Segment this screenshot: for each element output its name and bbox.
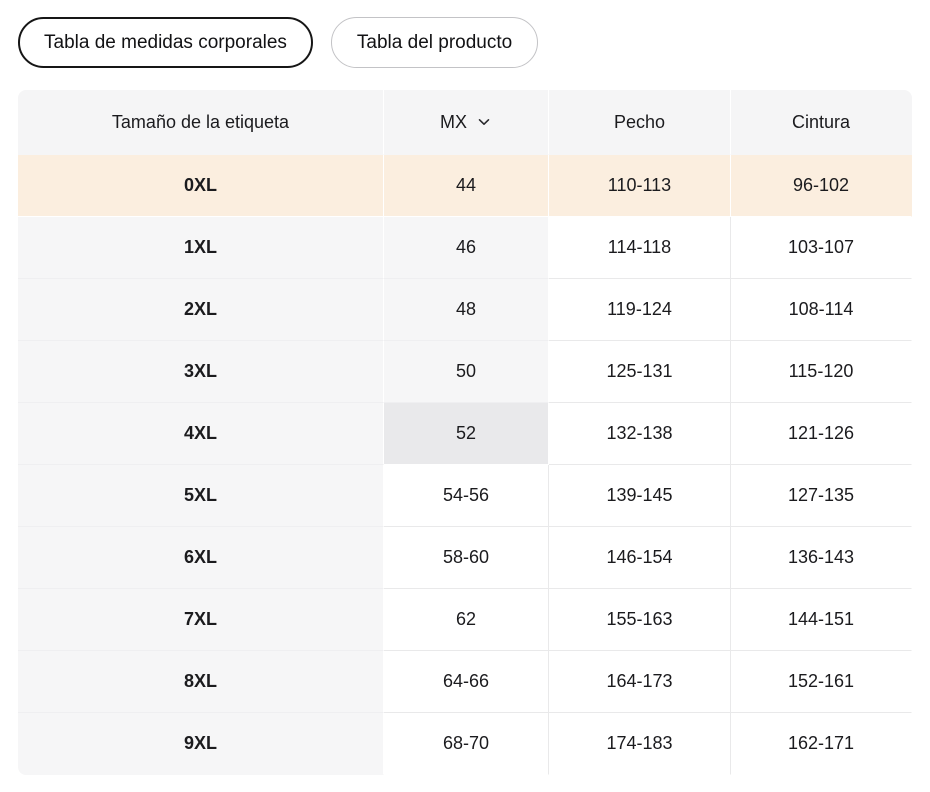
waist-cell: 121-126 — [731, 403, 912, 465]
waist-cell: 152-161 — [731, 651, 912, 713]
size-cell: 8XL — [18, 651, 384, 713]
mx-cell: 50 — [384, 341, 549, 403]
waist-cell: 162-171 — [731, 713, 912, 775]
table-row: 5XL 54-56 139-145 127-135 — [18, 465, 912, 527]
chest-cell: 119-124 — [549, 279, 731, 341]
mx-cell: 68-70 — [384, 713, 549, 775]
column-header-chest: Pecho — [549, 90, 731, 155]
size-cell: 9XL — [18, 713, 384, 775]
table-body: 0XL 44 110-113 96-102 1XL 46 114-118 103… — [18, 155, 912, 775]
tab-body-measurements-chart[interactable]: Tabla de medidas corporales — [18, 17, 313, 68]
chest-cell: 174-183 — [549, 713, 731, 775]
size-cell: 2XL — [18, 279, 384, 341]
waist-cell: 127-135 — [731, 465, 912, 527]
column-header-label-size: Tamaño de la etiqueta — [18, 90, 384, 155]
size-cell: 0XL — [18, 155, 384, 217]
table-row: 8XL 64-66 164-173 152-161 — [18, 651, 912, 713]
column-header-mx: MX — [384, 90, 549, 155]
table-row: 2XL 48 119-124 108-114 — [18, 279, 912, 341]
mx-cell: 44 — [384, 155, 549, 217]
table-row: 3XL 50 125-131 115-120 — [18, 341, 912, 403]
table-row: 4XL 52 132-138 121-126 — [18, 403, 912, 465]
mx-cell: 54-56 — [384, 465, 549, 527]
tab-product-chart[interactable]: Tabla del producto — [330, 17, 539, 68]
chest-cell: 155-163 — [549, 589, 731, 651]
waist-cell: 144-151 — [731, 589, 912, 651]
size-chart-tabs: Tabla de medidas corporales Tabla del pr… — [18, 17, 539, 68]
size-cell: 5XL — [18, 465, 384, 527]
mx-unit-dropdown[interactable]: MX — [440, 112, 492, 133]
mx-cell: 46 — [384, 217, 549, 279]
table-header-row: Tamaño de la etiqueta MX Pecho Cintura — [18, 90, 912, 155]
mx-cell: 48 — [384, 279, 549, 341]
size-cell: 7XL — [18, 589, 384, 651]
waist-cell: 115-120 — [731, 341, 912, 403]
size-chart-table: Tamaño de la etiqueta MX Pecho Cintura 0… — [18, 90, 912, 775]
mx-cell: 58-60 — [384, 527, 549, 589]
table-row: 9XL 68-70 174-183 162-171 — [18, 713, 912, 775]
table-row: 0XL 44 110-113 96-102 — [18, 155, 912, 217]
chest-cell: 146-154 — [549, 527, 731, 589]
chest-cell: 110-113 — [549, 155, 731, 217]
chest-cell: 139-145 — [549, 465, 731, 527]
waist-cell: 136-143 — [731, 527, 912, 589]
table-row: 6XL 58-60 146-154 136-143 — [18, 527, 912, 589]
waist-cell: 108-114 — [731, 279, 912, 341]
column-header-waist: Cintura — [731, 90, 912, 155]
chest-cell: 132-138 — [549, 403, 731, 465]
chest-cell: 125-131 — [549, 341, 731, 403]
mx-cell: 62 — [384, 589, 549, 651]
mx-cell: 52 — [384, 403, 549, 465]
waist-cell: 96-102 — [731, 155, 912, 217]
chevron-down-icon — [476, 114, 492, 130]
size-cell: 4XL — [18, 403, 384, 465]
table-row: 7XL 62 155-163 144-151 — [18, 589, 912, 651]
chest-cell: 164-173 — [549, 651, 731, 713]
size-cell: 3XL — [18, 341, 384, 403]
waist-cell: 103-107 — [731, 217, 912, 279]
chest-cell: 114-118 — [549, 217, 731, 279]
mx-cell: 64-66 — [384, 651, 549, 713]
mx-unit-label: MX — [440, 111, 467, 132]
table-row: 1XL 46 114-118 103-107 — [18, 217, 912, 279]
size-cell: 6XL — [18, 527, 384, 589]
size-cell: 1XL — [18, 217, 384, 279]
